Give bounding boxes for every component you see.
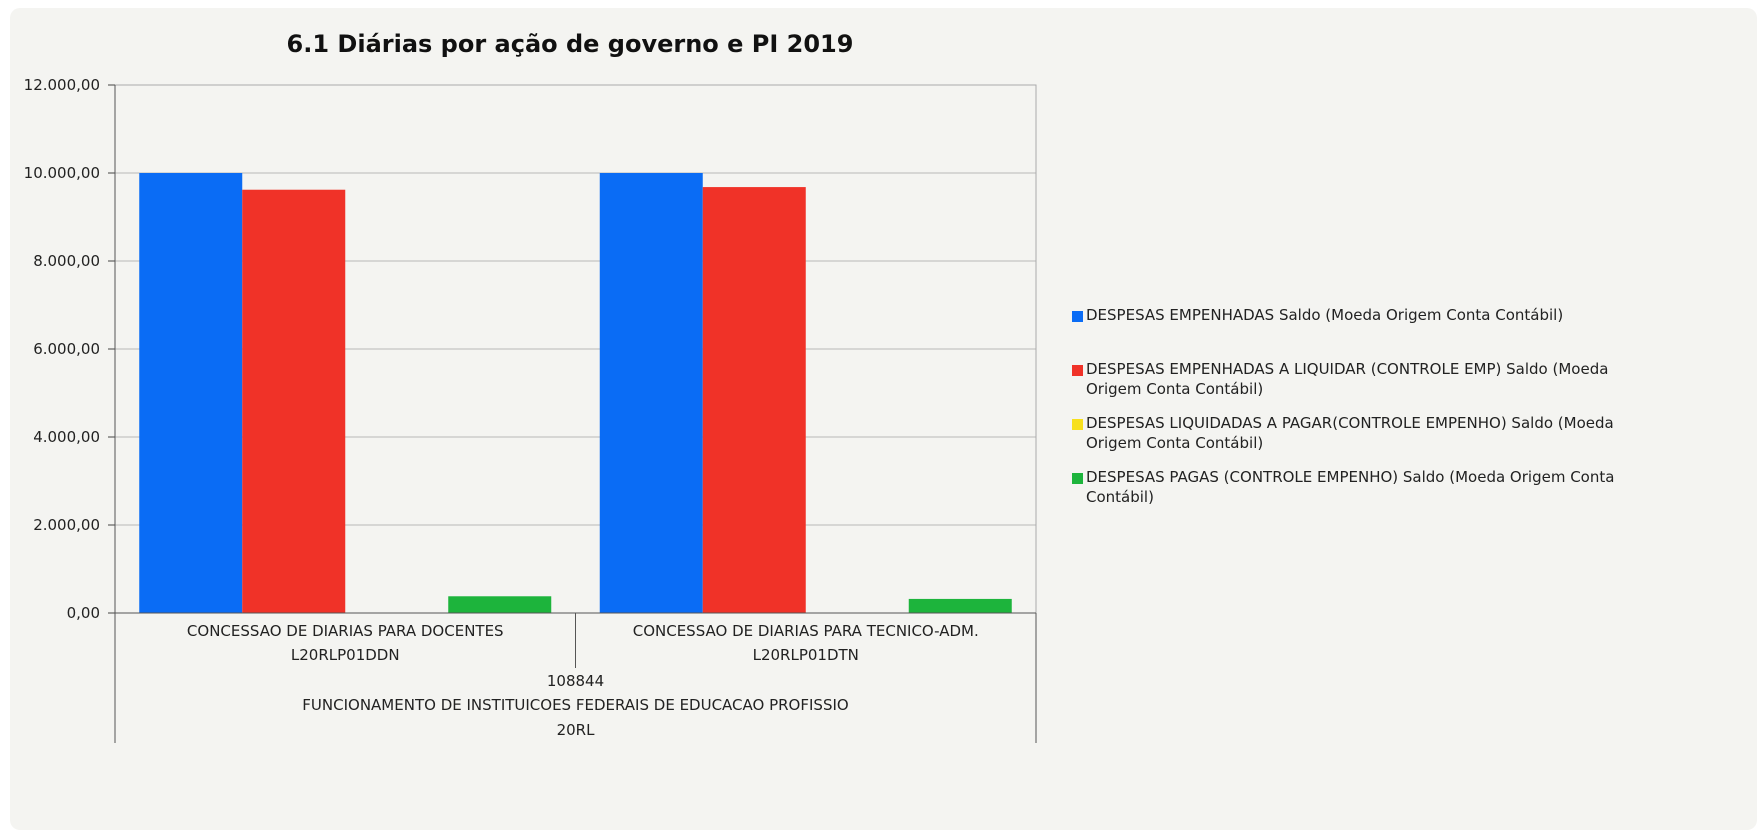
chart-title: 6.1 Diárias por ação de governo e PI 201…: [287, 30, 854, 58]
y-tick-label: 0,00: [67, 604, 100, 622]
group-label: 20RL: [557, 721, 596, 739]
category-label-line2: L20RLP01DDN: [291, 646, 400, 664]
legend-label: DESPESAS EMPENHADAS Saldo (Moeda Origem …: [1086, 306, 1564, 324]
bar: [448, 596, 552, 613]
legend-item: DESPESAS EMPENHADAS Saldo (Moeda Origem …: [1072, 305, 1632, 325]
legend-swatch: [1072, 473, 1083, 484]
bar: [139, 173, 243, 613]
legend-label: DESPESAS PAGAS (CONTROLE EMPENHO) Saldo …: [1086, 468, 1615, 506]
y-tick-label: 4.000,00: [33, 428, 100, 446]
bar: [599, 173, 703, 613]
bar: [908, 598, 1012, 613]
bar: [242, 189, 346, 613]
bar: [702, 187, 806, 613]
axes: [108, 84, 1037, 743]
legend-item: DESPESAS EMPENHADAS A LIQUIDAR (CONTROLE…: [1072, 359, 1632, 399]
group-label: 108844: [547, 672, 604, 690]
legend-label: DESPESAS EMPENHADAS A LIQUIDAR (CONTROLE…: [1086, 360, 1609, 398]
legend-swatch: [1072, 419, 1083, 430]
legend-label: DESPESAS LIQUIDADAS A PAGAR(CONTROLE EMP…: [1086, 414, 1614, 452]
legend-item: DESPESAS LIQUIDADAS A PAGAR(CONTROLE EMP…: [1072, 413, 1632, 453]
legend-swatch: [1072, 311, 1083, 322]
group-label: FUNCIONAMENTO DE INSTITUICOES FEDERAIS D…: [302, 696, 848, 714]
bars: [139, 173, 1012, 613]
category-label-line2: L20RLP01DTN: [753, 646, 859, 664]
y-tick-label: 12.000,00: [24, 76, 100, 94]
y-tick-label: 8.000,00: [33, 252, 100, 270]
category-label-line1: CONCESSAO DE DIARIAS PARA TECNICO-ADM.: [633, 622, 979, 640]
y-tick-labels: 0,00 2.000,00 4.000,00 6.000,00 8.000,00 10.0…: [24, 76, 100, 622]
category-labels: CONCESSAO DE DIARIAS PARA DOCENTES L20RLP…: [187, 622, 979, 739]
legend-swatch: [1072, 365, 1083, 376]
category-label-line1: CONCESSAO DE DIARIAS PARA DOCENTES: [187, 622, 504, 640]
y-tick-label: 10.000,00: [24, 164, 100, 182]
y-tick-label: 2.000,00: [33, 516, 100, 534]
legend-item: DESPESAS PAGAS (CONTROLE EMPENHO) Saldo …: [1072, 467, 1632, 507]
y-tick-label: 6.000,00: [33, 340, 100, 358]
